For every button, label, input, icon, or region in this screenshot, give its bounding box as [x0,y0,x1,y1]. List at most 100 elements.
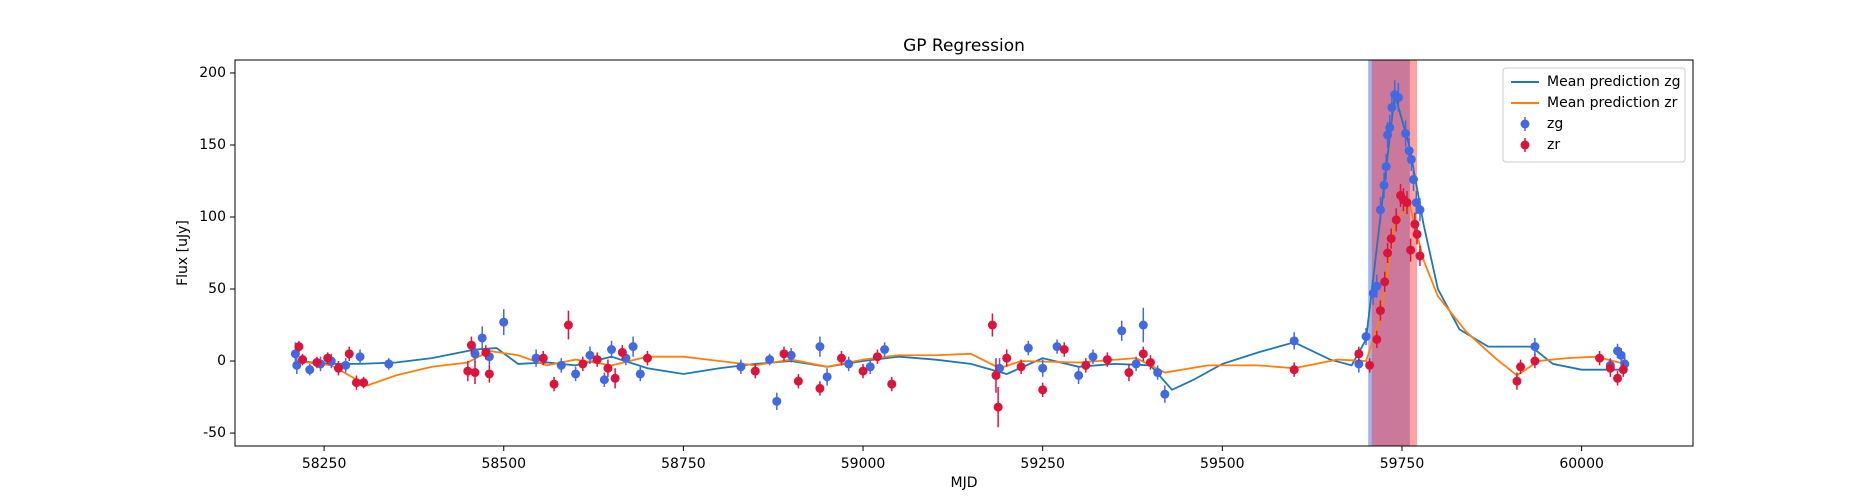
data-point [1131,359,1141,369]
data-point [642,353,652,363]
data-point [466,340,476,350]
data-point [1412,229,1422,239]
data-point [603,363,613,373]
data-point [292,360,302,370]
y-tick-label: -50 [203,425,226,441]
data-point [556,360,566,370]
data-point [359,378,369,388]
data-point [351,378,361,388]
data-point [993,402,1003,412]
data-point [1289,336,1299,346]
data-point [617,347,627,357]
data-point [779,349,789,359]
data-point [1016,362,1026,372]
data-point [1052,342,1062,352]
legend-label: Mean prediction zg [1547,74,1681,90]
data-point [1365,360,1375,370]
x-tick-label: 58500 [481,456,526,472]
data-point [887,379,897,389]
data-point [484,369,494,379]
data-point [991,370,1001,380]
data-point [1088,352,1098,362]
data-point [1595,353,1605,363]
data-point [1289,365,1299,375]
data-point [294,342,304,352]
data-point [1375,306,1385,316]
data-point [1081,360,1091,370]
data-point [822,372,832,382]
data-point [585,350,595,360]
data-point [1379,180,1389,190]
data-point [1354,359,1364,369]
data-point [1406,245,1416,255]
data-point [1138,320,1148,330]
data-point [1385,123,1395,133]
data-point [384,359,394,369]
data-point [1102,355,1112,365]
data-point [635,369,645,379]
data-point [563,320,573,330]
x-tick-label: 59750 [1380,456,1425,472]
chart-title: GP Regression [903,36,1025,56]
data-point [312,357,322,367]
data-point [1361,332,1371,342]
data-point [499,317,509,327]
data-point [333,363,343,373]
data-point [344,349,354,359]
x-tick-label: 59500 [1200,456,1245,472]
data-point [1386,234,1396,244]
data-point [793,376,803,386]
data-point [323,353,333,363]
data-point [1516,362,1526,372]
data-point [1375,205,1385,215]
data-point [1406,154,1416,164]
data-point [1023,343,1033,353]
data-point [571,369,581,379]
data-point [305,365,315,375]
data-point [815,383,825,393]
legend-box [1502,67,1686,163]
data-point [1138,349,1148,359]
x-axis-label: MJD [951,475,978,491]
data-point [298,355,308,365]
data-point [1160,389,1170,399]
legend-marker [1520,119,1530,129]
data-point [1530,356,1540,366]
data-point [1530,342,1540,352]
data-point [858,366,868,376]
data-point [1618,365,1628,375]
data-point [1408,175,1418,185]
y-tick-label: 100 [199,209,226,225]
y-axis-label: Flux [uJy] [175,220,191,286]
data-point [1368,288,1378,298]
data-point [1404,146,1414,156]
y-tick-label: 50 [208,281,226,297]
data-point [1153,368,1163,378]
legend-label: zr [1547,137,1560,153]
data-point [477,333,487,343]
data-point [765,355,775,365]
data-point [736,362,746,372]
data-point [1380,277,1390,287]
data-point [1393,92,1403,102]
data-point [815,342,825,352]
data-point [599,375,609,385]
data-point [1411,198,1421,208]
x-tick-label: 59000 [841,456,886,472]
data-point [872,352,882,362]
data-point [1074,370,1084,380]
data-point [836,353,846,363]
data-point [1124,368,1134,378]
data-point [1145,357,1155,367]
data-point [987,320,997,330]
data-point [844,359,854,369]
data-point [786,350,796,360]
data-point [1059,345,1069,354]
data-point [470,349,480,359]
data-point [1354,349,1364,359]
x-tick-label: 59250 [1020,456,1065,472]
data-point [995,363,1005,373]
data-point [470,368,480,378]
y-tick-label: 200 [199,65,226,81]
